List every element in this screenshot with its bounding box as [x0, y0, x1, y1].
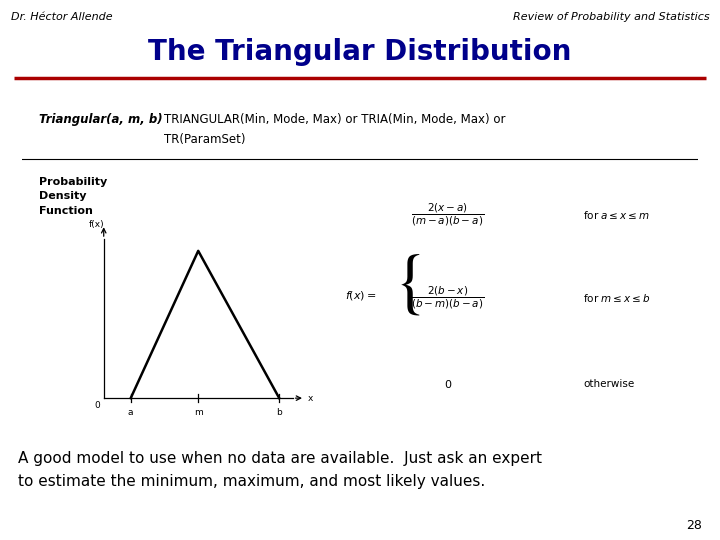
Text: for $a \leq x \leq m$: for $a \leq x \leq m$ [583, 208, 650, 221]
Text: $0$: $0$ [444, 378, 452, 390]
Text: A good model to use when no data are available.  Just ask an expert
to estimate : A good model to use when no data are ava… [18, 451, 542, 489]
Text: Triangular(a, m, b): Triangular(a, m, b) [39, 113, 162, 126]
Text: for $m \leq x \leq b$: for $m \leq x \leq b$ [583, 292, 651, 303]
Text: Probability
Density
Function: Probability Density Function [39, 177, 107, 217]
Text: The Triangular Distribution: The Triangular Distribution [148, 38, 572, 66]
Text: 28: 28 [686, 519, 702, 532]
Text: m: m [194, 408, 202, 417]
Text: x: x [307, 394, 313, 403]
Text: a: a [128, 408, 133, 417]
Text: 0: 0 [94, 401, 100, 410]
Text: Review of Probability and Statistics: Review of Probability and Statistics [513, 12, 709, 22]
Text: {: { [394, 253, 428, 318]
Text: Dr. Héctor Allende: Dr. Héctor Allende [11, 12, 112, 22]
Text: f(x): f(x) [89, 220, 105, 229]
Text: $f(x) =$: $f(x) =$ [346, 289, 377, 302]
Text: otherwise: otherwise [583, 379, 634, 389]
Text: $\dfrac{2(x-a)}{(m-a)(b-a)}$: $\dfrac{2(x-a)}{(m-a)(b-a)}$ [411, 201, 485, 228]
Text: $\dfrac{2(b-x)}{(b-m)(b-a)}$: $\dfrac{2(b-x)}{(b-m)(b-a)}$ [411, 285, 485, 311]
Text: TR(ParamSet): TR(ParamSet) [163, 133, 246, 146]
Text: TRIANGULAR(Min, Mode, Max) or TRIA(Min, Mode, Max) or: TRIANGULAR(Min, Mode, Max) or TRIA(Min, … [163, 113, 505, 126]
Text: b: b [276, 408, 282, 417]
